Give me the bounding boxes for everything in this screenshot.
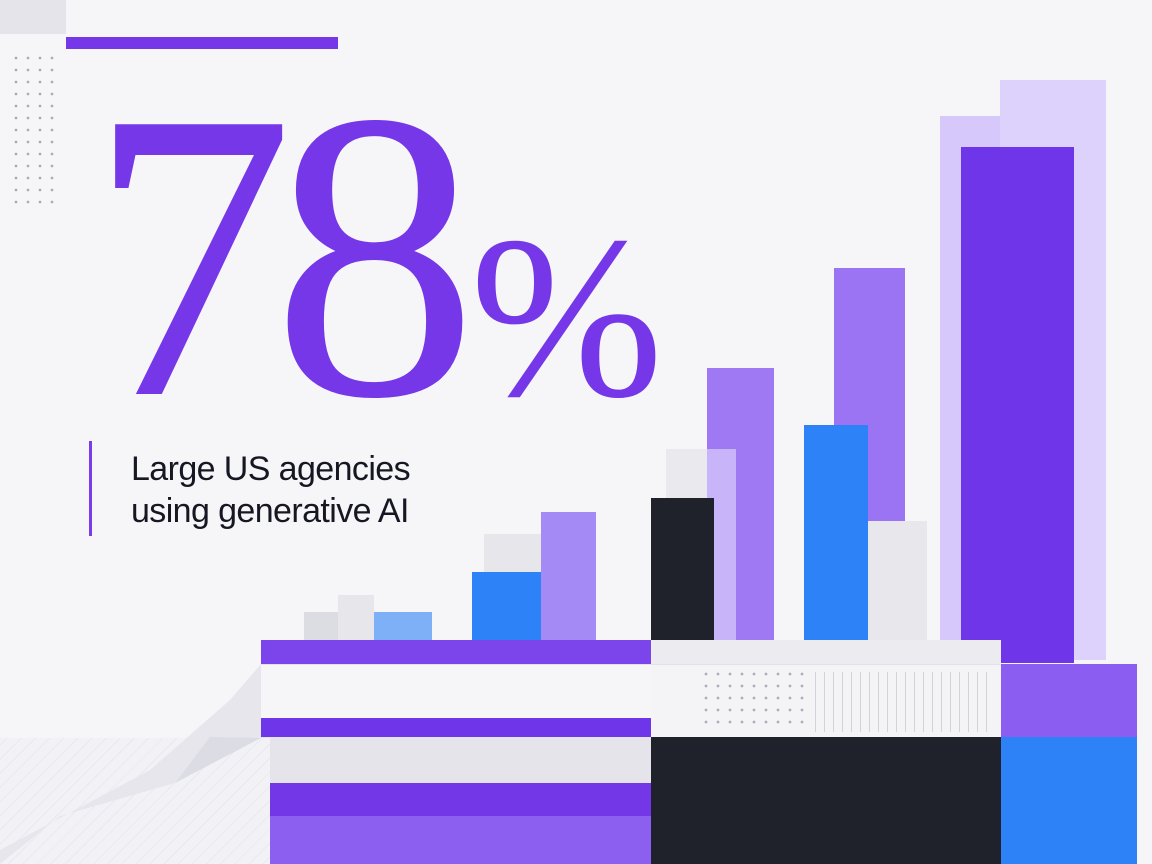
base-band [261,640,651,664]
percent-sign: % [470,189,664,446]
dot-grid-base [700,668,810,730]
dot-grid-left [10,52,58,204]
base-band [261,664,651,719]
base-block [651,737,1001,864]
bar [804,425,868,640]
accent-rule [66,37,338,49]
base-band [261,718,651,737]
stripe-panel [815,672,995,732]
bar [961,147,1074,663]
base-block [1001,737,1137,864]
floor-decoration [0,664,270,864]
corner-block [0,0,66,34]
bar [868,521,927,640]
bar [472,572,541,640]
bar [304,612,338,640]
bar [541,512,596,640]
base-band [651,640,1001,664]
headline-number: 78 [88,28,478,484]
caption: Large US agencies using generative AI [131,448,491,532]
base-block [1001,664,1137,737]
bar [651,498,714,640]
bar [338,595,374,640]
base-band [210,737,651,783]
caption-accent [89,441,92,536]
caption-line-1: Large US agencies [131,450,411,488]
bar [374,612,432,640]
caption-line-2: using generative AI [131,492,409,530]
